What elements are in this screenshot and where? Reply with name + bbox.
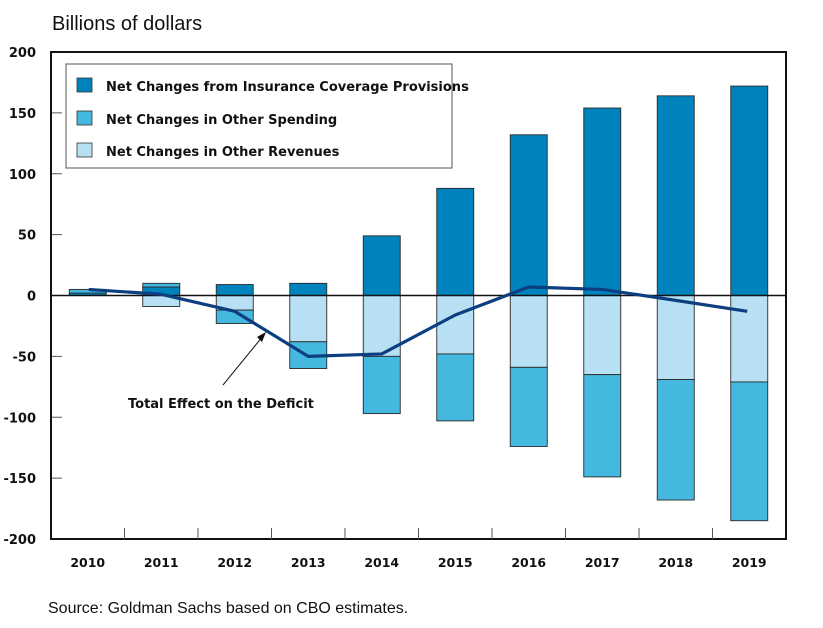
bar-segment	[509, 134, 548, 296]
x-tick-label: 2017	[585, 555, 620, 570]
y-tick-label: -50	[13, 350, 37, 365]
y-tick-label: -200	[3, 533, 36, 548]
x-tick-label: 2015	[438, 555, 473, 570]
legend-swatch-insurance	[76, 77, 93, 93]
x-tick-label: 2012	[217, 555, 252, 570]
legend-label-spending: Net Changes in Other Spending	[106, 113, 337, 128]
bar-segment	[583, 374, 622, 478]
x-tick-label: 2013	[291, 555, 326, 570]
legend-box	[65, 63, 453, 169]
bar-segment	[656, 95, 695, 296]
bar-segment	[289, 295, 328, 343]
legend-swatch-spending	[76, 110, 93, 126]
bar-segment	[656, 295, 695, 380]
bar-segment	[362, 355, 401, 415]
bars-layer	[68, 85, 769, 522]
annotation: Total Effect on the Deficit	[128, 332, 314, 412]
bar-segment	[583, 295, 622, 376]
y-tick-label: 150	[9, 107, 36, 122]
y-tick-label: -100	[3, 411, 36, 426]
y-tick-label: 200	[9, 46, 36, 61]
bar-segment	[509, 295, 548, 368]
annotation-label: Total Effect on the Deficit	[128, 397, 314, 412]
x-tick-label: 2018	[658, 555, 693, 570]
bar-segment	[656, 379, 695, 501]
bar-segment	[215, 284, 254, 296]
y-tick-label: 50	[18, 229, 36, 244]
x-tick-label: 2019	[732, 555, 767, 570]
chart-title: Billions of dollars	[52, 13, 202, 35]
total-effect-line	[88, 285, 748, 358]
bar-segment	[730, 85, 769, 296]
line-layer	[88, 285, 748, 358]
legend-label-insurance: Net Changes from Insurance Coverage Prov…	[106, 80, 469, 95]
y-tick-label: 0	[27, 290, 36, 305]
x-tick-label: 2011	[144, 555, 179, 570]
bar-segment	[436, 295, 475, 355]
y-tick-label: -150	[3, 472, 36, 487]
annotation-arrow-head	[257, 332, 266, 342]
x-tick-label: 2010	[70, 555, 105, 570]
legend-swatch-revenues	[76, 142, 93, 158]
x-tick-label: 2016	[511, 555, 546, 570]
x-axis: 2010 2011 2012 2013 2014 2015 2016 2017 2018 2019	[70, 528, 767, 570]
y-axis: 200 150 100 50 0 -50 -100 -150 -200	[3, 46, 62, 548]
bar-segment	[730, 381, 769, 522]
bar-segment	[436, 187, 475, 296]
source-note: Source: Goldman Sachs based on CBO estim…	[48, 600, 408, 617]
y-tick-label: 100	[9, 168, 36, 183]
bar-segment	[142, 282, 181, 288]
bar-segment	[509, 366, 548, 447]
legend-label-revenues: Net Changes in Other Revenues	[106, 145, 340, 160]
bar-segment	[289, 282, 328, 296]
bar-segment	[436, 353, 475, 422]
bar-segment	[583, 107, 622, 296]
bar-segment	[362, 235, 401, 296]
x-tick-label: 2014	[364, 555, 399, 570]
legend: Net Changes from Insurance Coverage Prov…	[65, 63, 469, 169]
annotation-arrow-shaft	[222, 335, 264, 386]
